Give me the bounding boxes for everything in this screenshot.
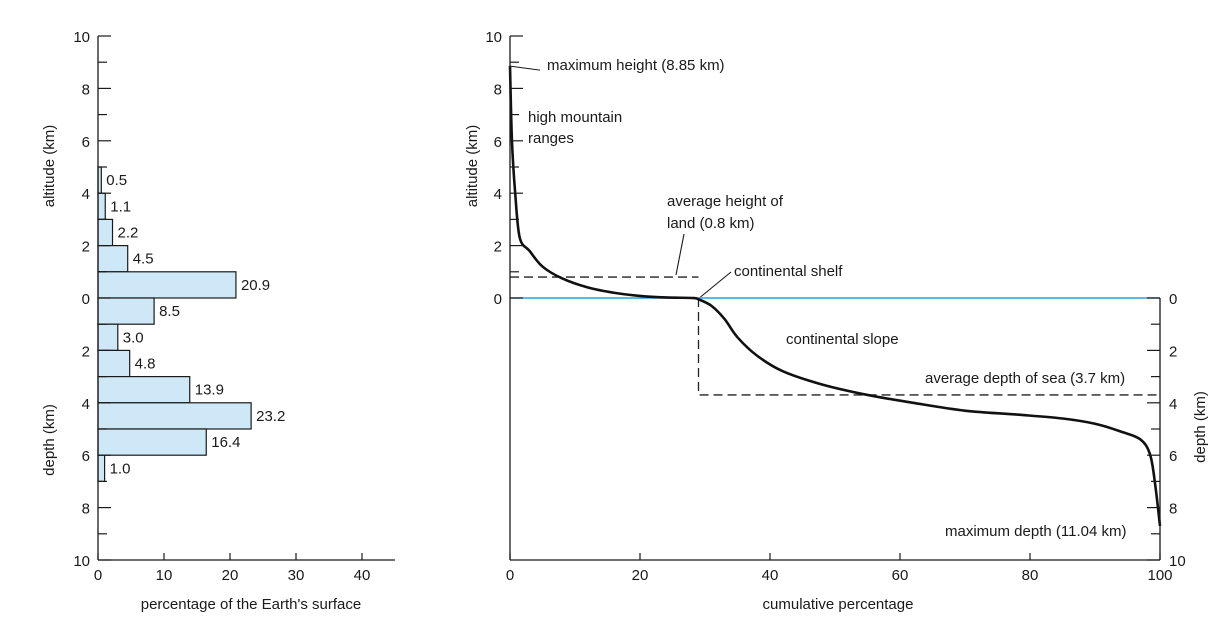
histogram-bar	[97, 297, 155, 325]
curve-x-tick-label: 0	[506, 567, 514, 584]
histogram-y-tick-label: 8	[82, 501, 90, 518]
annotation-continental-shelf: continental shelf	[734, 263, 843, 280]
histogram-bar-label: 3.0	[123, 329, 144, 346]
histogram-bar	[97, 245, 129, 273]
histogram-bar	[97, 192, 106, 220]
histogram-x-tick-label: 0	[94, 567, 102, 584]
histogram-bar-label: 1.1	[110, 198, 131, 215]
curve-x-tick-label: 20	[632, 567, 649, 584]
annotation-average-height-line1: average height of	[667, 193, 784, 210]
histogram-y-tick-label: 10	[73, 29, 90, 46]
curve-right-y-tick-label: 10	[1169, 553, 1186, 570]
histogram-bar-label: 13.9	[195, 382, 224, 399]
histogram-x-ticks: 0 10 20 30 40	[94, 553, 371, 584]
annotation-average-height-line2: land (0.8 km)	[667, 215, 755, 232]
annotation-leader-lines	[509, 65, 732, 298]
histogram-bar-label: 20.9	[241, 277, 270, 294]
curve-x-title: cumulative percentage	[763, 596, 914, 613]
curve-y-title-depth: depth (km)	[1192, 391, 1209, 463]
histogram-bar-label: 23.2	[256, 408, 285, 425]
annotation-max-height: maximum height (8.85 km)	[547, 57, 725, 74]
histogram-x-tick-label: 20	[222, 567, 239, 584]
curve-left-y-tick-label: 2	[494, 239, 502, 256]
curve-left-y-tick-label: 6	[494, 134, 502, 151]
histogram-bar	[97, 323, 119, 352]
histogram-bar-label: 1.0	[110, 460, 131, 477]
curve-y-title-altitude: altitude (km)	[464, 125, 481, 208]
histogram-bar-label: 4.8	[135, 356, 156, 373]
average-height-leader	[675, 233, 685, 276]
histogram-x-tick-label: 10	[156, 567, 173, 584]
curve-right-y-tick-label: 6	[1169, 448, 1177, 465]
histogram-bar-labels: 0.5 1.1 2.2 4.5 20.9 8.5 3.0 4.8 13.9 23.2 16.4 1.0	[106, 172, 285, 477]
curve-left-y-tick-label: 0	[494, 291, 502, 308]
curve-x-tick-label: 80	[1022, 567, 1039, 584]
histogram-chart: 0.5 1.1 2.2 4.5 20.9 8.5 3.0 4.8 13.9 23.2 16.4 1.0…	[41, 29, 395, 613]
annotation-max-depth: maximum depth (11.04 km)	[945, 523, 1126, 540]
histogram-y-tick-label: 10	[73, 553, 90, 570]
histogram-x-title: percentage of the Earth's surface	[141, 596, 362, 613]
histogram-bar	[97, 402, 252, 430]
histogram-y-title-depth: depth (km)	[41, 404, 58, 476]
continental-shelf-leader	[700, 271, 732, 298]
curve-x-tick-label: 100	[1147, 567, 1172, 584]
histogram-bar	[97, 454, 106, 483]
curve-right-y-tick-label: 0	[1169, 291, 1177, 308]
histogram-bar	[97, 428, 207, 456]
histogram-bar-label: 0.5	[106, 172, 127, 189]
average-sea-depth-line	[697, 298, 1160, 396]
curve-left-y-tick-label: 10	[485, 29, 502, 46]
histogram-y-tick-label: 4	[82, 186, 90, 203]
curve-right-y-tick-label: 4	[1169, 396, 1177, 413]
curve-x-ticks: 0 20 40 60 80 100	[506, 553, 1173, 584]
curve-left-y-ticks: 10 8 6 4 2 0	[485, 29, 523, 308]
curve-left-y-tick-label: 4	[494, 186, 502, 203]
histogram-bar	[97, 376, 191, 404]
curve-right-y-tick-label: 8	[1169, 501, 1177, 518]
histogram-bar-label: 16.4	[211, 434, 240, 451]
histogram-y-tick-label: 8	[82, 81, 90, 98]
curve-right-y-tick-label: 2	[1169, 343, 1177, 360]
histogram-bar	[97, 271, 237, 299]
curve-x-tick-label: 40	[762, 567, 779, 584]
histogram-x-tick-label: 30	[288, 567, 305, 584]
histogram-y-title-altitude: altitude (km)	[41, 125, 58, 208]
histogram-bar-label: 2.2	[118, 225, 139, 242]
histogram-bar	[97, 218, 114, 247]
curve-x-tick-label: 60	[892, 567, 909, 584]
histogram-y-tick-label: 6	[82, 448, 90, 465]
histogram-y-ticks: 10 8 6 4 2 0 2 4 6 8 10	[73, 29, 111, 570]
annotation-average-depth: average depth of sea (3.7 km)	[925, 370, 1125, 387]
max-height-leader	[509, 65, 541, 71]
histogram-bar	[97, 349, 131, 378]
histogram-y-tick-label: 4	[82, 396, 90, 413]
histogram-y-tick-label: 6	[82, 134, 90, 151]
histogram-x-tick-label: 40	[354, 567, 371, 584]
histogram-y-tick-label: 0	[82, 291, 90, 308]
average-reference-lines	[510, 276, 1160, 396]
hypsographic-curve	[508, 66, 1162, 527]
curve-left-y-tick-label: 8	[494, 81, 502, 98]
histogram-y-tick-label: 2	[82, 343, 90, 360]
curve-right-y-ticks: 0 2 4 6 8 10	[1147, 291, 1186, 570]
annotation-high-mountain-line1: high mountain	[528, 109, 622, 126]
annotation-high-mountain-line2: ranges	[528, 130, 574, 147]
histogram-bar-label: 4.5	[133, 251, 154, 268]
histogram-bars	[97, 166, 252, 483]
annotation-continental-slope: continental slope	[786, 331, 899, 348]
histogram-y-tick-label: 2	[82, 239, 90, 256]
histogram-bar-label: 8.5	[159, 303, 180, 320]
